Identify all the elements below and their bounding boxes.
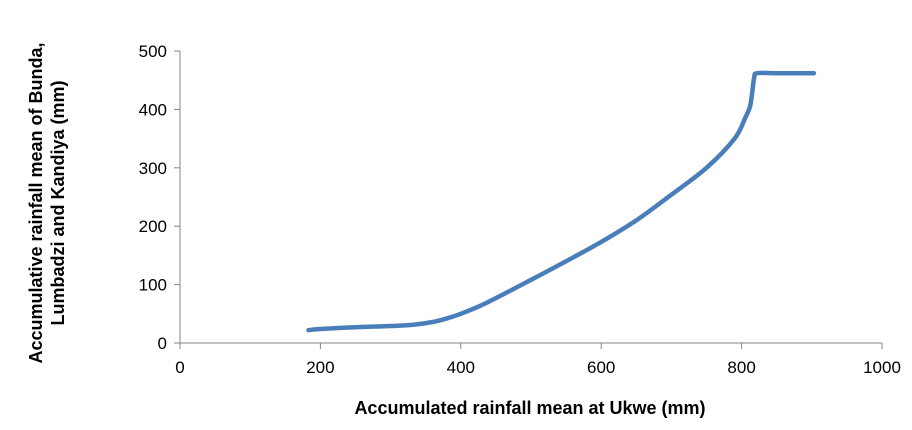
y-tick-label: 200 [139, 217, 167, 236]
x-axis-title: Accumulated rainfall mean at Ukwe (mm) [354, 398, 705, 418]
axes [174, 50, 883, 349]
x-tick-label: 400 [447, 358, 475, 377]
x-tick-label: 800 [727, 358, 755, 377]
y-axis-title-line-2: Lumbadzi and Kandiya (mm) [48, 80, 68, 325]
series-layer [306, 70, 817, 333]
y-tick-label: 500 [139, 42, 167, 61]
y-tick-label: 400 [139, 100, 167, 119]
y-tick-label: 0 [158, 334, 167, 353]
x-tick-labels: 0 200 400 600 800 1000 [175, 358, 901, 377]
y-tick-labels: 0 100 200 300 400 500 [139, 42, 167, 353]
x-tick-label: 0 [175, 358, 184, 377]
x-tick-label: 600 [587, 358, 615, 377]
y-tick-label: 100 [139, 276, 167, 295]
y-axis-title-line-1: Accumulative rainfall mean of Bunda, [26, 42, 46, 363]
x-tick-label: 200 [306, 358, 334, 377]
y-axis-title: Accumulative rainfall mean of Bunda, Lum… [26, 42, 68, 363]
y-tick-label: 300 [139, 159, 167, 178]
series-line-0 [306, 70, 817, 333]
x-tick-label: 1000 [863, 358, 901, 377]
